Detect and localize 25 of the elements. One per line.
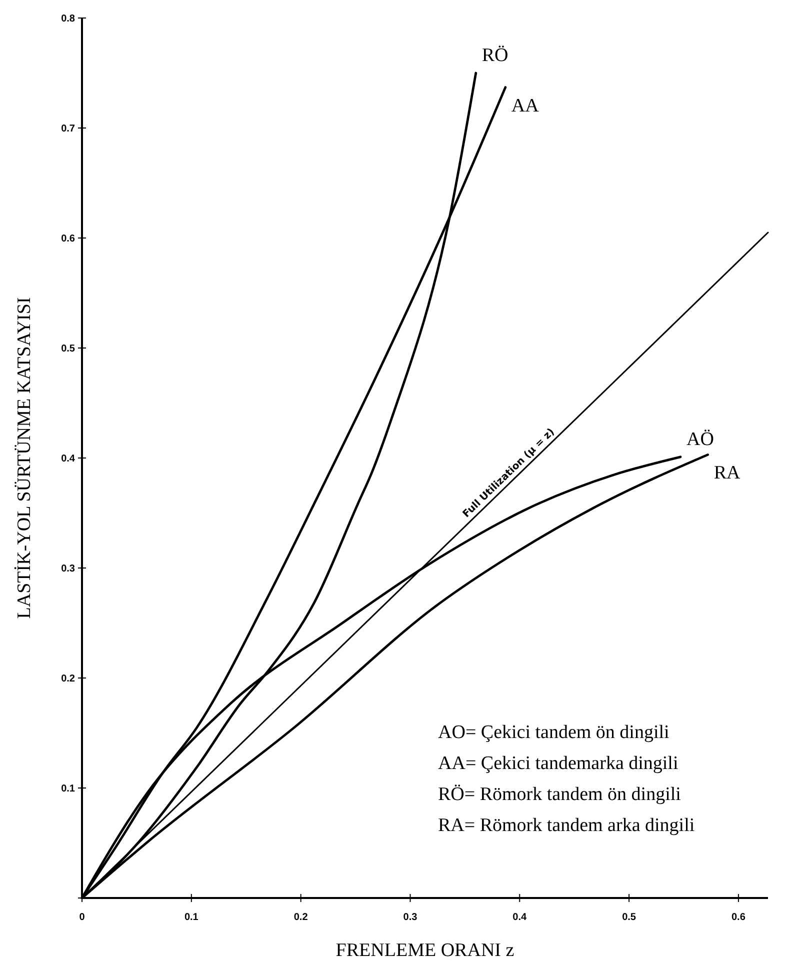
- y-tick-label: 0.6: [61, 234, 76, 244]
- y-tick-label: 0.2: [61, 674, 76, 684]
- series-label: AA: [511, 95, 540, 116]
- annotation: AA= Çekici tandemarka dingili: [438, 753, 678, 774]
- y-tick-label: 0.7: [61, 124, 76, 134]
- x-tick-label: 0.6: [732, 912, 746, 923]
- annotation: RA= Römork tandem arka dingili: [438, 815, 695, 836]
- x-tick-label: 0.2: [294, 912, 308, 923]
- annotation: AO= Çekici tandem ön dingili: [438, 722, 670, 743]
- x-tick-label: 0.1: [184, 912, 199, 923]
- y-tick-label: 0.4: [61, 454, 76, 464]
- x-tick-label: 0.3: [403, 912, 418, 923]
- x-tick-label: 0: [79, 912, 86, 923]
- x-tick-label: 0.5: [622, 912, 636, 923]
- series-label: RÖ: [482, 45, 508, 66]
- x-tick-label: 0.4: [512, 912, 528, 923]
- y-tick-label: 0.8: [61, 14, 76, 24]
- x-axis-title: FRENLEME ORANI z: [336, 940, 514, 961]
- series-label: AÖ: [686, 428, 714, 450]
- series-label: RA: [714, 462, 740, 484]
- y-tick-label: 0.1: [61, 784, 76, 794]
- annotation: RÖ= Römork tandem ön dingili: [438, 784, 681, 805]
- y-tick-label: 0.5: [61, 344, 76, 354]
- y-tick-label: 0.3: [61, 564, 76, 574]
- y-axis-title: LASTİK-YOL SÜRTÜNME KATSAYISI: [14, 297, 35, 619]
